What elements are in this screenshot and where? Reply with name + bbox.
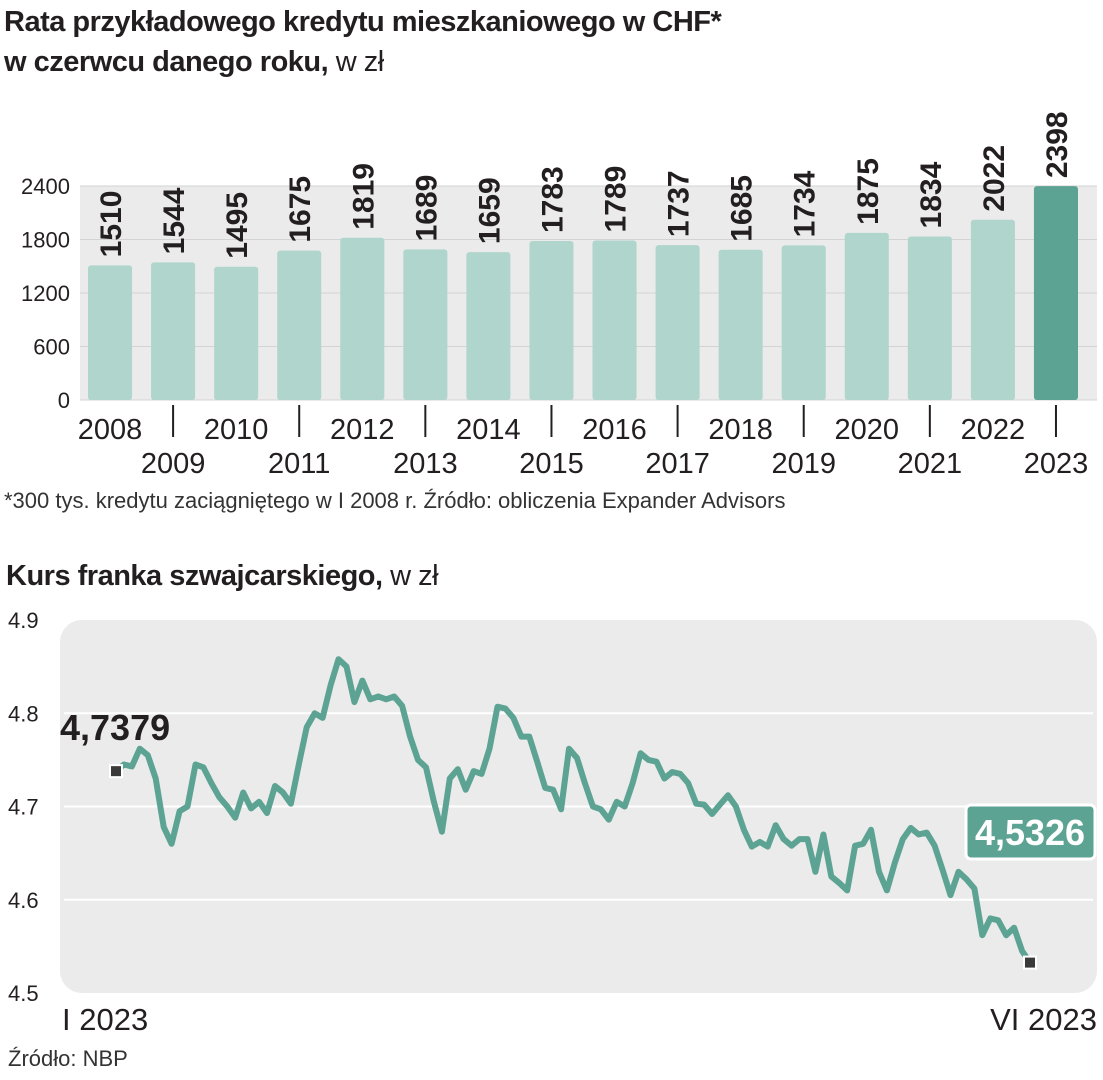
- bar-y-tick-label: 600: [33, 335, 70, 360]
- line-plot-area: [60, 620, 1097, 993]
- end-value-box: [964, 803, 1097, 861]
- bar-value-label: 2022: [978, 145, 1011, 212]
- start-point-marker: [109, 764, 123, 779]
- bar-y-tick-label: 1200: [21, 281, 70, 306]
- bar-2014: [466, 252, 511, 400]
- bar-chart: 0 600 1200 1800 2400 1510 2008 1544 2009 1495 2010…: [21, 111, 1097, 480]
- bar-x-tick-label: 2009: [141, 448, 206, 480]
- bar-2023: [1033, 186, 1078, 400]
- bar-chart-title: Rata przykładowego kredytu mieszkanioweg…: [4, 6, 722, 78]
- line-chart-source: Źródło: NBP: [8, 1046, 128, 1071]
- bar-value-label: 1875: [852, 158, 885, 225]
- bar-x-tick-label: 2023: [1024, 448, 1089, 480]
- bar-value-label: 1685: [726, 175, 759, 242]
- bar-2017: [655, 245, 700, 400]
- bar-value-label: 1689: [410, 175, 443, 242]
- bar-value-label: 1834: [915, 161, 948, 228]
- bar-x-tick-label: 2018: [708, 414, 773, 446]
- bar-value-label: 1510: [95, 191, 128, 258]
- line-y-tick-label: 4.6: [8, 888, 39, 913]
- chf-rate-line: [113, 656, 1033, 966]
- bar-2015: [529, 241, 574, 400]
- line-y-tick-label: 4.5: [8, 981, 39, 1006]
- end-value-label: 4,5326: [975, 812, 1085, 853]
- bar-2021: [907, 236, 952, 400]
- bar-chart-unit: w zł: [328, 46, 384, 78]
- bar-value-label: 2398: [1041, 111, 1074, 178]
- bar-2013: [403, 249, 448, 400]
- bar-2016: [592, 240, 637, 400]
- end-point-marker: [1023, 955, 1037, 970]
- bar-2008: [88, 265, 133, 400]
- bar-y-tick-label: 1800: [21, 228, 70, 253]
- bar-2012: [340, 237, 385, 400]
- bar-value-label: 1495: [221, 192, 254, 259]
- bar-2022: [970, 219, 1015, 400]
- line-chart-title: Kurs franka szwajcarskiego, w zł: [6, 560, 439, 592]
- bar-x-tick-label: 2013: [393, 448, 458, 480]
- bar-2020: [844, 232, 889, 400]
- bar-value-label: 1675: [284, 176, 317, 243]
- bar-value-label: 1544: [158, 187, 191, 254]
- start-value-label: 4,7379: [60, 707, 170, 748]
- bar-x-tick-label: 2014: [456, 414, 521, 446]
- bar-y-tick-label: 2400: [21, 174, 70, 199]
- bar-value-label: 1783: [536, 166, 569, 233]
- bar-x-tick-label: 2015: [519, 448, 584, 480]
- bar-value-label: 1819: [347, 163, 380, 230]
- bar-x-tick-label: 2016: [582, 414, 647, 446]
- bar-x-tick-label: 2017: [645, 448, 710, 480]
- bar-2019: [781, 245, 826, 400]
- bar-x-tick-label: 2021: [898, 448, 963, 480]
- bar-value-label: 1737: [663, 170, 696, 237]
- bar-chart-footnote: *300 tys. kredytu zaciągniętego w I 2008…: [4, 488, 786, 513]
- bar-x-tick-label: 2010: [204, 414, 269, 446]
- bar-2018: [718, 249, 763, 400]
- bar-2010: [214, 266, 259, 400]
- bar-x-tick-label: 2012: [330, 414, 395, 446]
- line-y-tick-label: 4.8: [8, 701, 39, 726]
- bar-2011: [277, 250, 322, 400]
- x-start-label: I 2023: [62, 1002, 148, 1037]
- bar-value-label: 1789: [600, 166, 633, 233]
- line-chart-unit: w zł: [382, 560, 439, 592]
- bar-x-tick-label: 2008: [78, 414, 143, 446]
- bar-x-tick-label: 2019: [771, 448, 836, 480]
- bar-y-tick-label: 0: [58, 388, 70, 413]
- x-end-label: VI 2023: [990, 1002, 1097, 1037]
- bar-value-label: 1734: [789, 170, 822, 237]
- bar-x-tick-label: 2022: [961, 414, 1026, 446]
- line-y-tick-label: 4.9: [8, 608, 39, 633]
- bar-x-tick-label: 2011: [268, 448, 330, 480]
- bar-value-label: 1659: [473, 177, 506, 244]
- bar-x-tick-label: 2020: [835, 414, 900, 446]
- line-y-tick-label: 4.7: [8, 795, 39, 820]
- bar-2009: [151, 262, 196, 400]
